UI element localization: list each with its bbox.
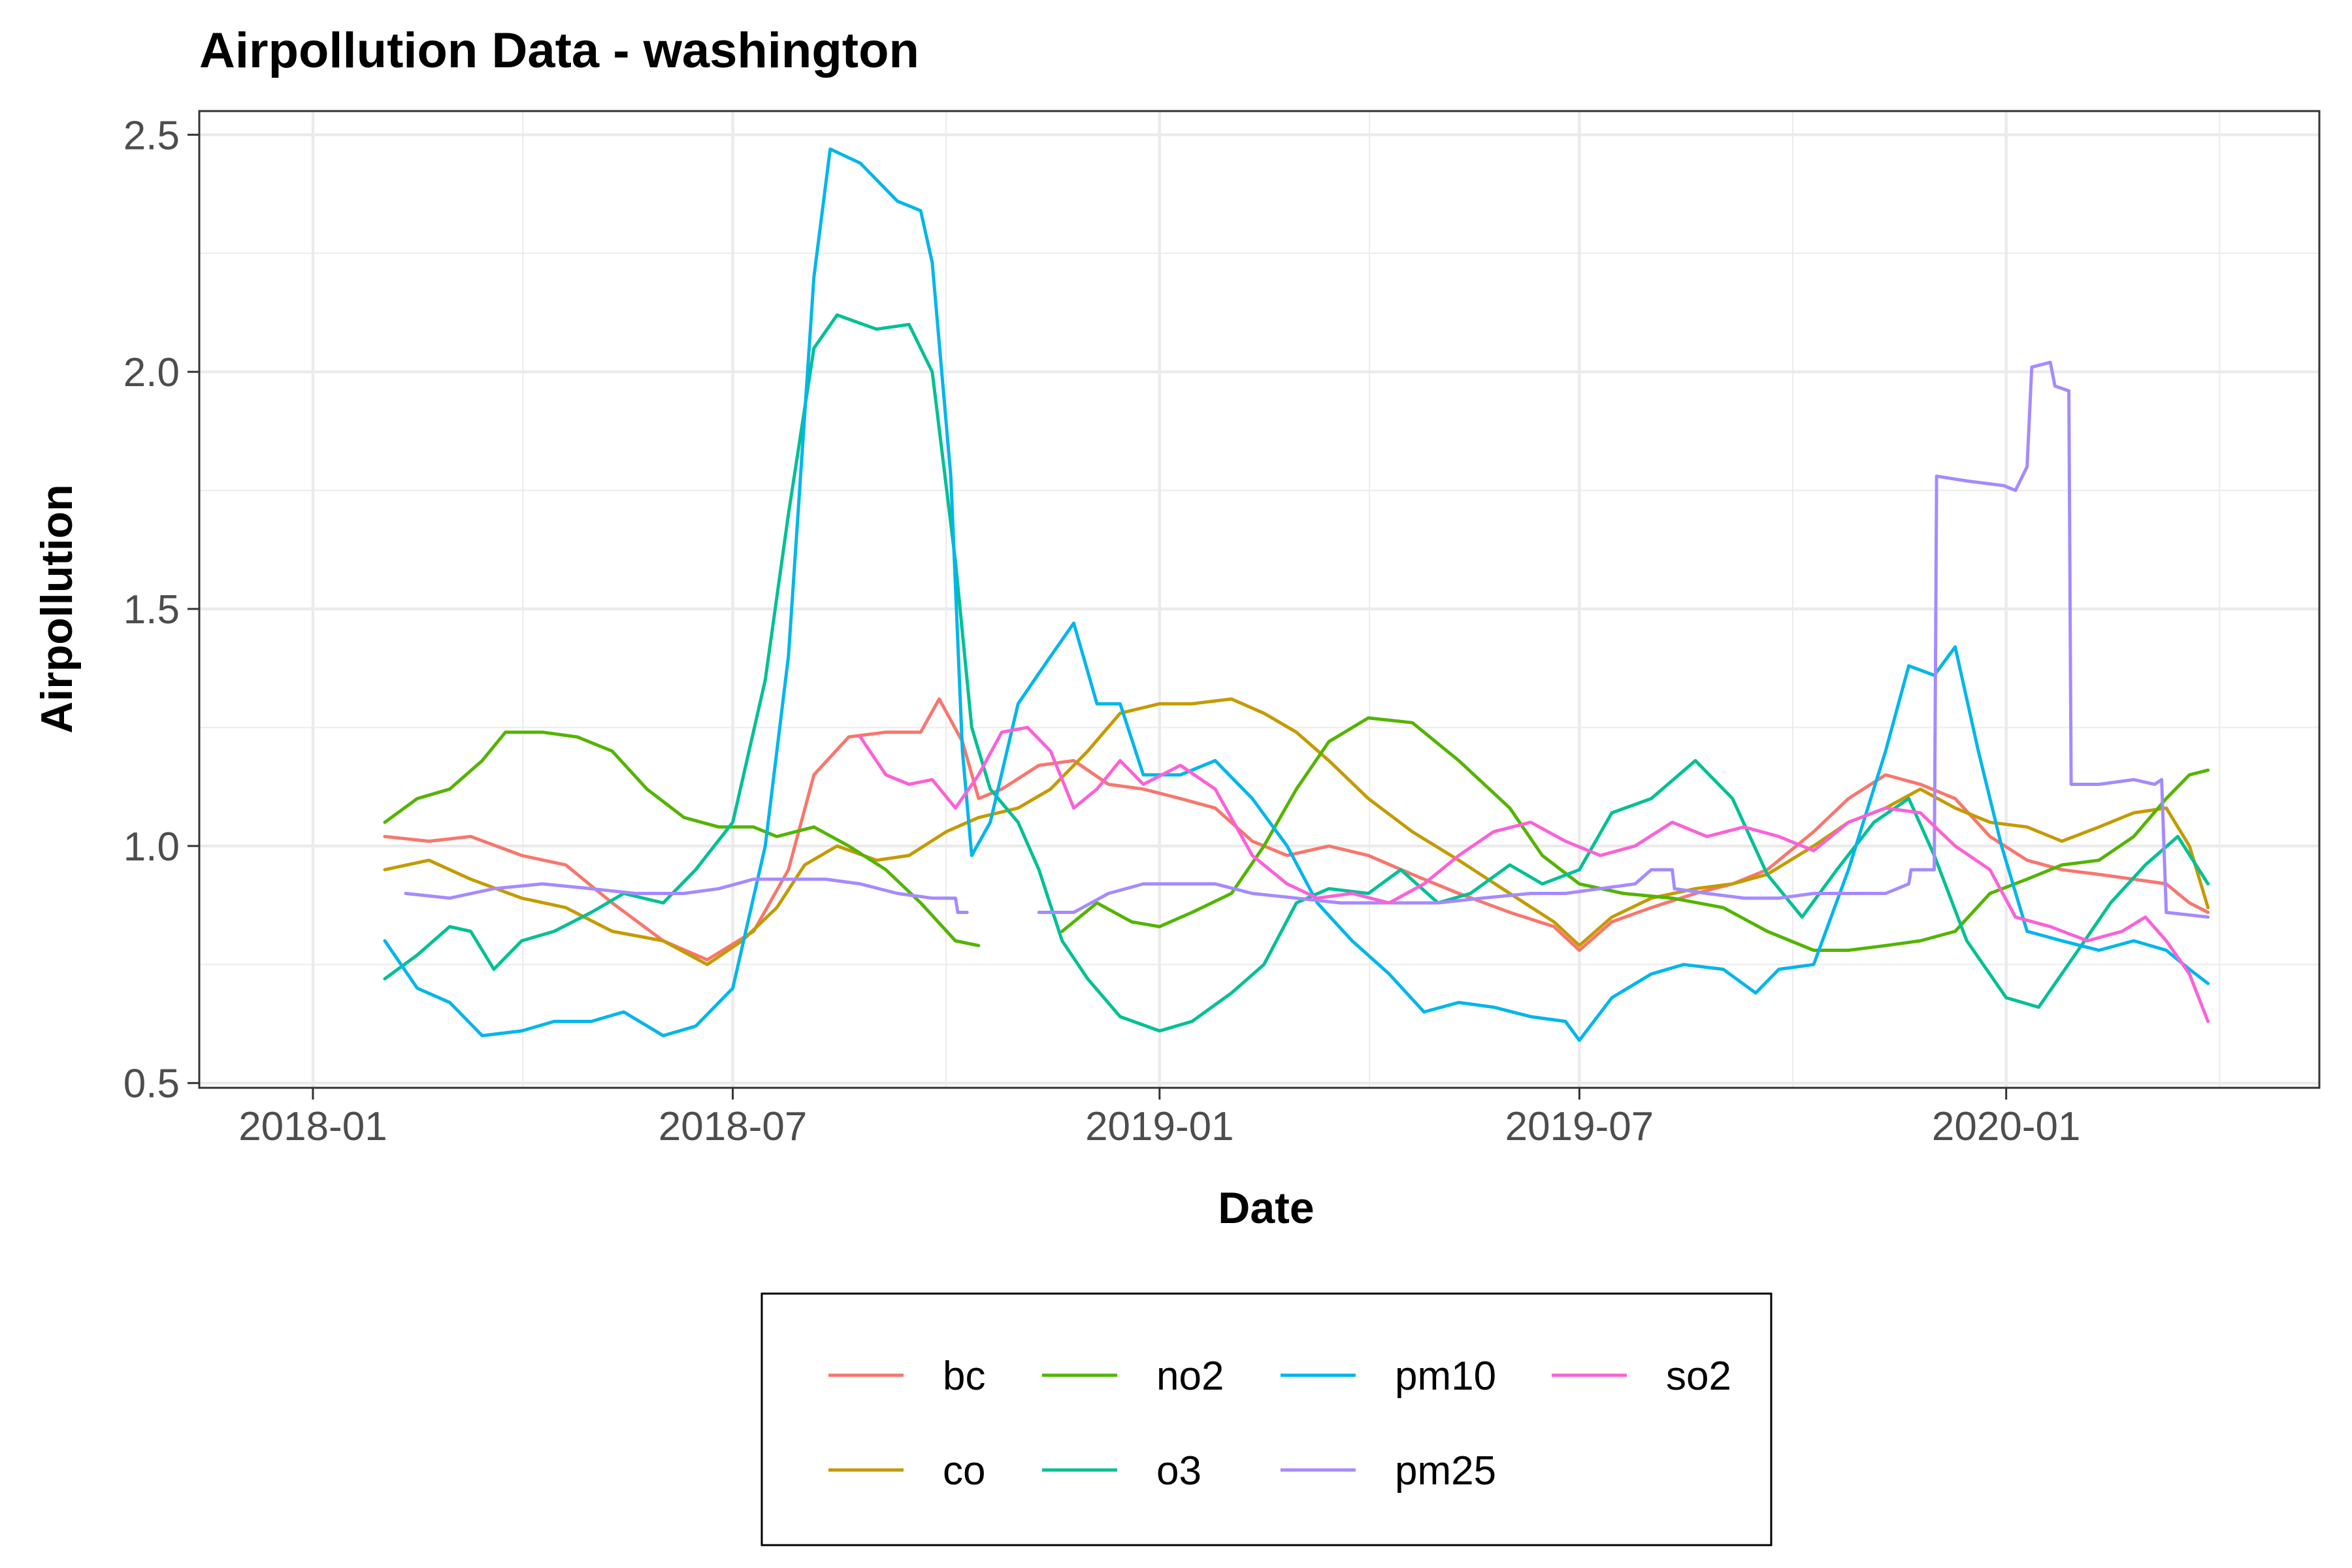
y-axis-title: Airpollution (32, 484, 82, 733)
grid-lines (199, 111, 2319, 1088)
legend-label-pm25: pm25 (1395, 1448, 1496, 1494)
series-line-pm25 (1037, 361, 2210, 919)
legend-label-co: co (943, 1448, 985, 1494)
x-axis: 2018-01 2018-07 2019-01 2019-07 2020-01 (238, 1088, 2080, 1149)
legend-label-so2: so2 (1666, 1354, 1731, 1399)
x-tick-label: 2020-01 (1932, 1104, 2081, 1149)
legend-label-pm10: pm10 (1395, 1354, 1496, 1399)
x-tick-label: 2018-01 (238, 1104, 387, 1149)
legend-label-o3: o3 (1156, 1448, 1201, 1494)
y-tick-label: 2.0 (123, 350, 180, 395)
x-tick-label: 2018-07 (659, 1104, 808, 1149)
panel-border (198, 110, 2321, 1089)
panel-background (199, 111, 2319, 1088)
y-tick-label: 2.5 (123, 113, 180, 158)
series-line-co (383, 697, 2210, 966)
series-line-no2 (1060, 716, 2210, 952)
legend-box (760, 1292, 1772, 1546)
legend-label-bc: bc (943, 1354, 985, 1399)
series-line-no2 (383, 730, 981, 947)
series-line-pm25 (404, 877, 969, 914)
chart-title: Airpollution Data - washington (199, 23, 919, 78)
x-tick-label: 2019-01 (1085, 1104, 1234, 1149)
plot-panel (198, 110, 2321, 1089)
legend-label-no2: no2 (1156, 1354, 1224, 1399)
legend: bc co no2 o3 pm10 pm25 so2 (760, 1292, 1772, 1546)
y-tick-label: 0.5 (123, 1062, 180, 1107)
series-line-pm10 (383, 147, 2210, 1042)
x-tick-label: 2019-07 (1505, 1104, 1654, 1149)
series-line-bc (383, 697, 2210, 962)
y-tick-label: 1.0 (123, 825, 180, 870)
y-axis: 0.5 1.0 1.5 2.0 2.5 (123, 113, 199, 1107)
x-axis-title: Date (1218, 1183, 1314, 1233)
y-tick-label: 1.5 (123, 587, 180, 632)
series-lines (383, 147, 2210, 1042)
series-line-so2 (858, 725, 2210, 1023)
